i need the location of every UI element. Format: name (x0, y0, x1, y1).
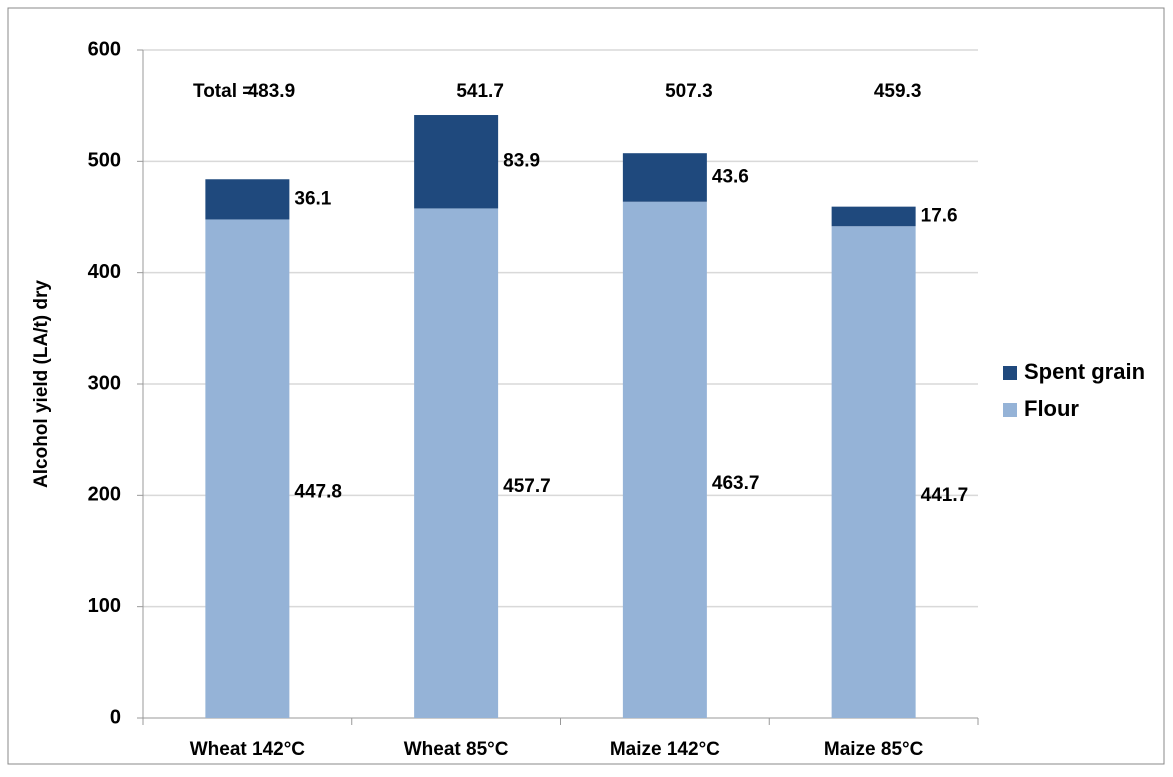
data-label: 43.6 (712, 166, 749, 187)
legend-label: Spent grain (1024, 359, 1145, 384)
legend-label: Flour (1024, 396, 1079, 421)
y-tick-label: 400 (88, 261, 121, 283)
data-label: 83.9 (503, 151, 540, 172)
data-label: 36.1 (294, 188, 331, 209)
data-label: 447.8 (294, 482, 342, 503)
y-tick-label: 500 (88, 150, 121, 172)
legend-swatch (1003, 403, 1017, 417)
chart-border (7, 7, 1165, 765)
bar-segment (205, 179, 290, 220)
total-label: 541.7 (456, 81, 504, 102)
total-label: 459.3 (874, 81, 922, 102)
bar-segment (205, 219, 290, 718)
y-tick-label: 0 (110, 706, 121, 728)
y-tick-label: 100 (88, 595, 121, 617)
bar-segment (831, 226, 916, 718)
bar-segment (414, 115, 499, 209)
data-label: 463.7 (712, 473, 760, 494)
total-label: 507.3 (665, 81, 713, 102)
x-tick-label: Wheat 142°C (190, 739, 306, 760)
x-tick-label: Wheat 85°C (404, 739, 509, 760)
bar-segment (622, 153, 707, 202)
bar-segment (831, 206, 916, 227)
total-label: 483.9 (248, 81, 296, 102)
data-label: 441.7 (921, 485, 969, 506)
y-axis-label: Alcohol yield (LA/t) dry (31, 280, 52, 488)
bar-segment (414, 208, 499, 718)
x-tick-label: Maize 85°C (824, 739, 924, 760)
x-tick-label: Maize 142°C (610, 739, 720, 760)
data-label: 17.6 (921, 205, 958, 226)
legend-swatch (1003, 366, 1017, 380)
y-tick-label: 600 (88, 38, 121, 60)
data-label: 457.7 (503, 476, 551, 497)
y-tick-label: 200 (88, 484, 121, 506)
bar-segment (622, 201, 707, 719)
total-prefix: Total = (193, 81, 253, 102)
y-tick-label: 300 (88, 372, 121, 394)
